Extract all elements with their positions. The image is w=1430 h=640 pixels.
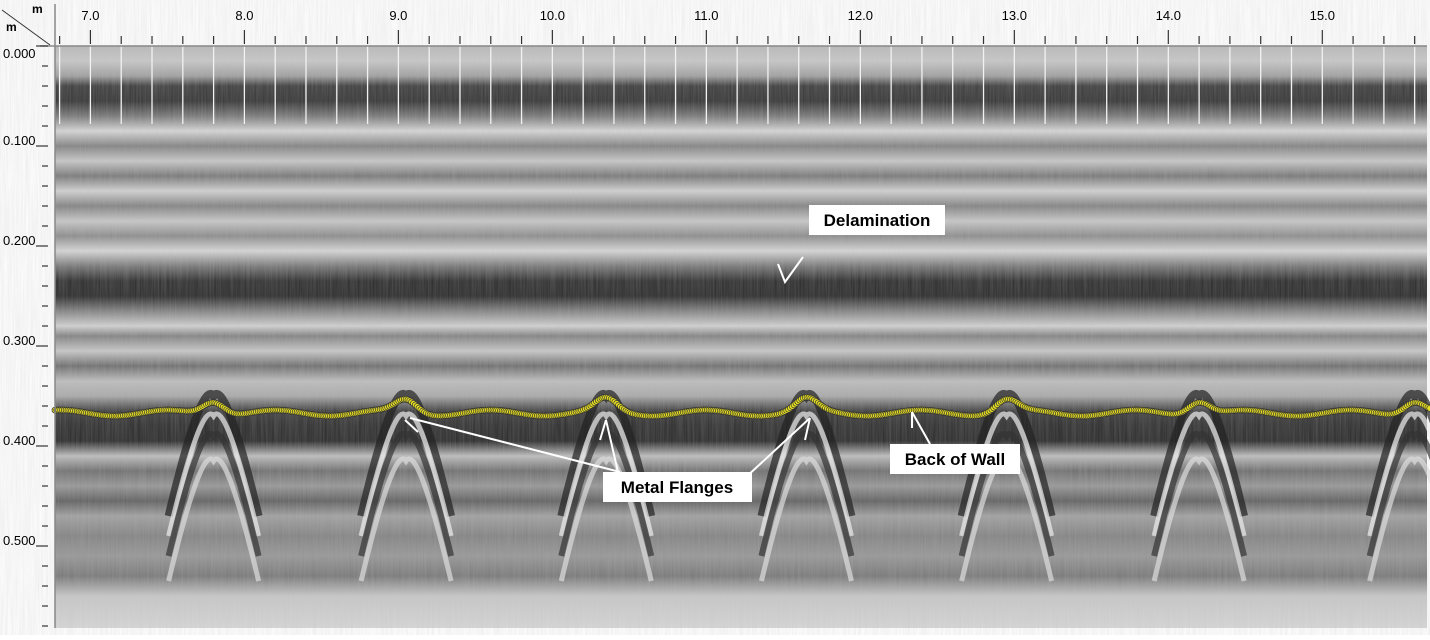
y-tick-label: 0.400 bbox=[3, 433, 36, 448]
hyperbola bbox=[958, 431, 1055, 557]
hyperbola bbox=[1367, 456, 1430, 582]
back-of-wall-arrow bbox=[911, 411, 931, 445]
annotation-delamination: Delamination bbox=[777, 205, 945, 285]
flange-arrow-1 bbox=[409, 417, 621, 473]
x-axis-ticks: 7.0 8.0 9.0 10.0 11.0 12.0 13.0 14.0 15.0 bbox=[59, 8, 1416, 44]
x-tick-label: 13.0 bbox=[1002, 8, 1027, 23]
hyperbola bbox=[165, 431, 262, 557]
back-of-wall-picks bbox=[51, 393, 1430, 420]
flange-arrow-2 bbox=[605, 419, 619, 473]
hyperbola bbox=[164, 390, 263, 517]
radargram-texture bbox=[55, 46, 1427, 628]
delamination-label: Delamination bbox=[824, 211, 931, 230]
y-tick-label: 0.300 bbox=[3, 333, 36, 348]
x-tick-label: 12.0 bbox=[848, 8, 873, 23]
flange-arrow-3 bbox=[744, 417, 811, 479]
flange-arrow-1-head bbox=[404, 419, 419, 433]
y-tick-label: 0.500 bbox=[3, 533, 36, 548]
hyperbola bbox=[358, 431, 455, 557]
annotation-metal-flanges: Metal Flanges bbox=[404, 417, 811, 502]
x-tick-label: 10.0 bbox=[540, 8, 565, 23]
hyperbola bbox=[166, 411, 262, 537]
hyperbola bbox=[1365, 390, 1430, 517]
hyperbola bbox=[358, 456, 454, 582]
flange-arrow-3-head bbox=[804, 417, 811, 441]
hyperbola bbox=[1150, 390, 1248, 517]
x-tick-label: 8.0 bbox=[235, 8, 253, 23]
hyperbola bbox=[1367, 411, 1430, 537]
hyperbola bbox=[1151, 411, 1247, 537]
hyperbola bbox=[1151, 456, 1247, 582]
hyperbola bbox=[759, 456, 854, 582]
hyperbola bbox=[358, 411, 454, 537]
y-tick-label: 0.100 bbox=[3, 133, 36, 148]
y-axis-ticks: 0.000 0.100 0.200 0.300 0.400 0.500 bbox=[3, 45, 48, 627]
hyperbola bbox=[558, 411, 654, 537]
hyperbola bbox=[1366, 431, 1430, 557]
distance-marker-lines bbox=[58, 46, 1416, 124]
delamination-arrow bbox=[777, 256, 804, 285]
y-tick-label: 0.000 bbox=[3, 46, 36, 61]
x-tick-label: 14.0 bbox=[1156, 8, 1181, 23]
flange-arrow-2-head bbox=[599, 419, 607, 441]
hyperbola bbox=[166, 456, 262, 582]
back-of-wall-label: Back of Wall bbox=[905, 450, 1005, 469]
metal-flanges-label: Metal Flanges bbox=[621, 478, 733, 497]
hyperbola bbox=[558, 456, 654, 582]
annotation-back-of-wall: Back of Wall bbox=[890, 411, 1020, 474]
x-tick-label: 7.0 bbox=[81, 8, 99, 23]
x-tick-label: 15.0 bbox=[1310, 8, 1335, 23]
x-tick-label: 11.0 bbox=[694, 8, 718, 23]
x-tick-label: 9.0 bbox=[389, 8, 407, 23]
axis-corner-diagonal bbox=[1, 9, 51, 46]
hyperbola bbox=[759, 411, 854, 537]
hyperbola bbox=[1151, 431, 1248, 557]
x-axis-unit: m bbox=[32, 2, 43, 16]
axes: m m bbox=[1, 2, 1427, 628]
y-tick-label: 0.200 bbox=[3, 233, 36, 248]
y-axis-unit: m bbox=[6, 20, 17, 34]
